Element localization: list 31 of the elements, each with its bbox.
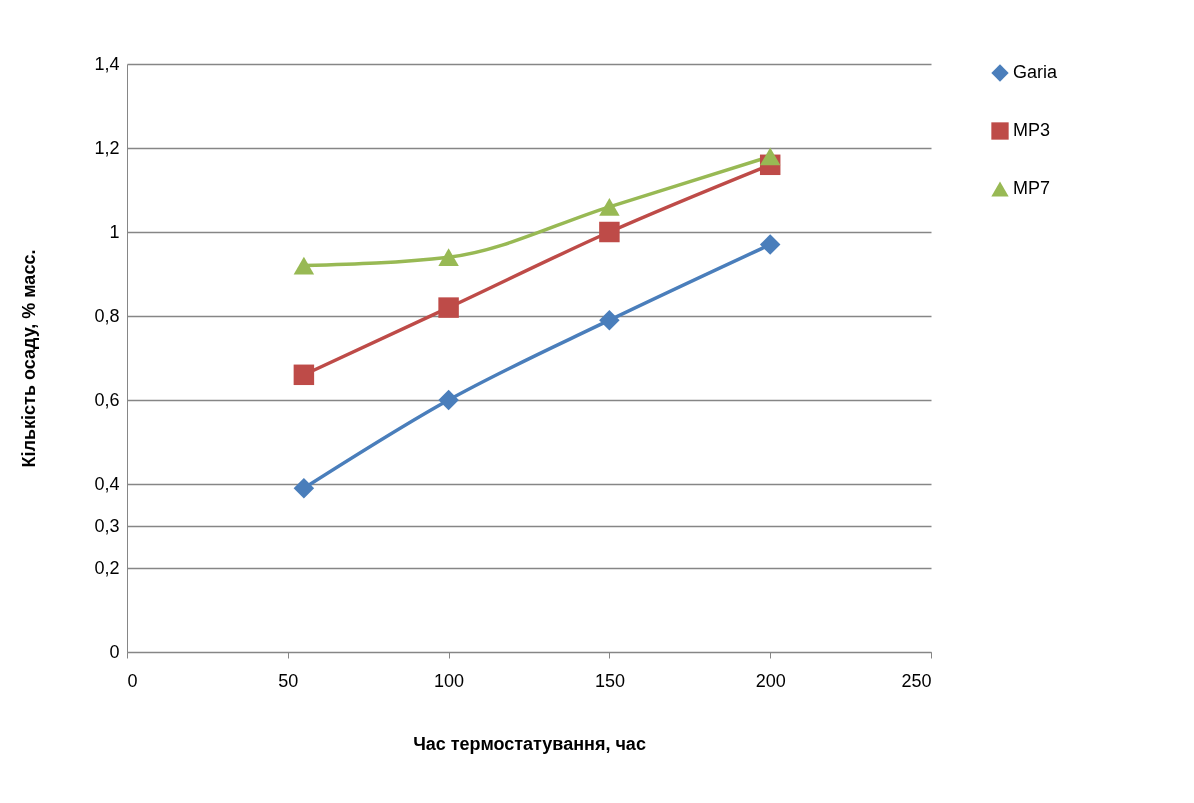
legend-label: Garia: [1013, 62, 1058, 82]
point: [438, 389, 459, 411]
x-tick-label: 250: [901, 670, 932, 691]
y-tick-label: 0,6: [94, 389, 120, 410]
y-tick-label: 0,2: [94, 557, 120, 578]
y-tick-label: 1,2: [94, 137, 120, 158]
legend-label: MP3: [1013, 120, 1051, 140]
point: [293, 256, 315, 275]
point: [759, 234, 781, 255]
x-axis-title: Час термостатування, час: [413, 733, 646, 754]
x-tick-label: 50: [278, 670, 299, 691]
point: [599, 197, 620, 216]
x-tick-label: 0: [127, 670, 138, 691]
point: [293, 364, 315, 386]
y-tick-label: 1,4: [94, 53, 120, 74]
x-tick-label: 100: [434, 670, 465, 691]
y-axis-title: Кількість осаду, % масс.: [19, 249, 40, 468]
point: [293, 477, 315, 499]
x-tick-label: 200: [755, 670, 786, 691]
y-tick-label: 0,3: [94, 515, 120, 536]
y-tick-label: 1: [109, 221, 120, 242]
point: [759, 147, 781, 166]
y-tick-label: 0,4: [94, 473, 120, 494]
point: [438, 297, 459, 318]
legend-label: MP7: [1013, 178, 1051, 198]
y-tick-label: 0: [109, 641, 120, 662]
y-tick-label: 0,8: [94, 305, 120, 326]
x-tick-label: 150: [594, 670, 625, 691]
point: [438, 248, 459, 267]
point: [599, 309, 620, 331]
point: [599, 221, 620, 243]
